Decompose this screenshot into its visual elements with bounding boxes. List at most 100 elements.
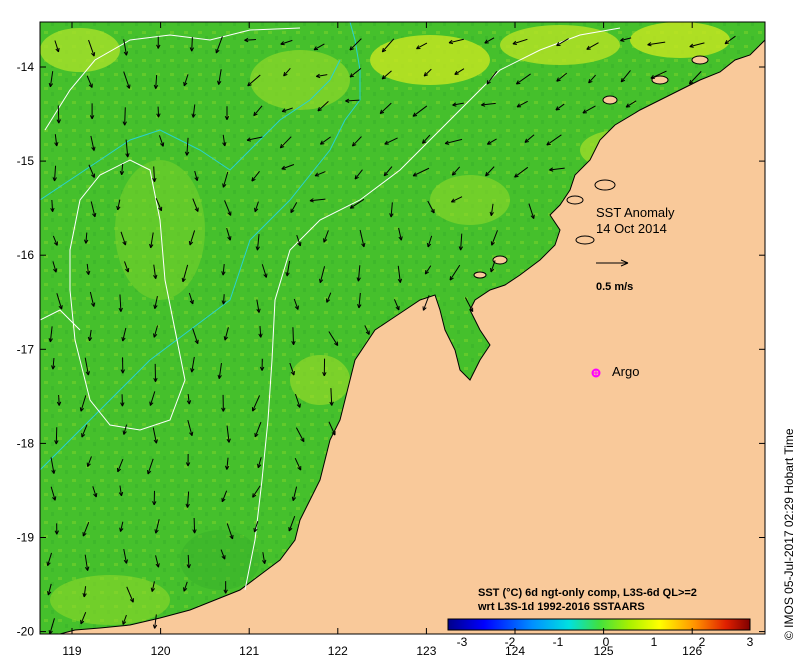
current-arrow [381, 38, 395, 53]
scale-arrow [596, 259, 629, 267]
lat-tick-label: -19 [17, 531, 35, 545]
current-arrow [291, 486, 298, 502]
current-arrow [423, 68, 432, 77]
current-arrow [586, 42, 599, 50]
current-arrow [125, 139, 130, 158]
colorbar-ticks: -3 -2 -1 0 1 2 3 [457, 635, 754, 649]
current-arrow [54, 40, 60, 53]
current-arrow [90, 201, 97, 218]
current-arrow [625, 100, 637, 108]
axis-ticks: 119 120 121 122 123 124 125 126-14-15-16-17-18-… [17, 22, 765, 658]
current-arrow [156, 106, 161, 118]
map-title-line1: SST Anomaly [596, 205, 675, 220]
current-arrow [52, 261, 58, 273]
current-arrow [50, 457, 56, 474]
current-arrow [397, 265, 403, 283]
current-arrow [351, 136, 362, 147]
current-arrow [189, 37, 195, 52]
current-arrow [283, 67, 291, 77]
current-arrow [524, 134, 535, 143]
current-arrow [217, 69, 222, 85]
current-arrow [490, 230, 498, 246]
current-arrow [256, 299, 261, 313]
current-arrow [689, 42, 705, 48]
current-arrow [251, 395, 261, 412]
current-arrow [152, 166, 157, 183]
current-arrow [222, 171, 229, 188]
current-arrow [357, 292, 362, 309]
colorbar-tick-label: -2 [505, 635, 516, 649]
current-arrow [86, 456, 92, 467]
current-arrow [155, 198, 163, 212]
sst-contour-4 [40, 309, 81, 331]
current-arrow [221, 263, 226, 276]
current-arrow [484, 37, 495, 44]
current-arrow [152, 427, 158, 444]
current-arrow [54, 134, 59, 147]
lat-tick-label: -18 [17, 436, 35, 450]
current-arrow [188, 230, 196, 246]
current-arrow [50, 486, 57, 501]
lat-tick-label: -14 [17, 60, 35, 74]
colorbar-tick-label: 2 [699, 635, 706, 649]
current-arrow [280, 39, 293, 46]
current-arrow [122, 107, 127, 126]
current-arrow [116, 199, 121, 211]
current-arrow [120, 231, 127, 246]
current-arrow [152, 490, 157, 506]
current-arrow [246, 136, 263, 142]
current-arrow [326, 292, 332, 303]
current-arrow [124, 261, 130, 273]
current-arrow [191, 104, 196, 118]
current-arrow [422, 295, 430, 311]
current-arrow [556, 72, 568, 82]
lon-tick-label: 120 [151, 644, 171, 658]
current-arrow [48, 71, 54, 88]
current-arrow [121, 327, 127, 342]
current-arrow [244, 37, 256, 43]
colorbar [447, 618, 751, 631]
current-arrow [118, 485, 124, 497]
current-vectors [46, 35, 736, 634]
current-arrow [254, 201, 259, 213]
current-arrow [221, 294, 226, 305]
current-arrow [490, 260, 496, 273]
current-arrow [486, 71, 498, 85]
current-arrow [356, 265, 361, 282]
current-arrow [155, 555, 160, 568]
current-arrow [217, 362, 222, 379]
lat-tick-label: -20 [17, 625, 35, 639]
current-arrow [222, 134, 227, 147]
current-arrow [279, 136, 292, 149]
current-arrow [153, 74, 159, 89]
current-arrow [349, 68, 362, 78]
current-arrow [56, 293, 63, 310]
argo-label: Argo [612, 364, 639, 379]
colorbar-tick-label: 1 [651, 635, 658, 649]
current-arrow [555, 103, 565, 111]
current-arrow [123, 548, 129, 564]
current-arrow [48, 326, 53, 343]
sst-contour-2 [69, 159, 186, 431]
current-arrow [258, 326, 263, 338]
current-arrow [82, 586, 87, 598]
current-arrow [451, 166, 461, 176]
current-arrow [291, 327, 296, 346]
current-arrow [261, 264, 268, 278]
current-arrow [84, 357, 90, 376]
current-arrow [52, 235, 58, 246]
current-arrow [122, 614, 127, 625]
current-arrow [448, 38, 464, 45]
current-arrow [449, 264, 461, 281]
current-arrow [88, 164, 96, 178]
current-arrow [281, 107, 293, 113]
sst-contour-3 [244, 27, 621, 591]
current-arrow [384, 137, 398, 145]
current-arrow [50, 199, 55, 212]
current-arrow [528, 203, 535, 219]
current-arrow [220, 549, 226, 560]
islands [473, 55, 709, 279]
current-arrow [328, 331, 339, 346]
current-arrow [87, 329, 93, 342]
current-arrow [56, 395, 62, 406]
